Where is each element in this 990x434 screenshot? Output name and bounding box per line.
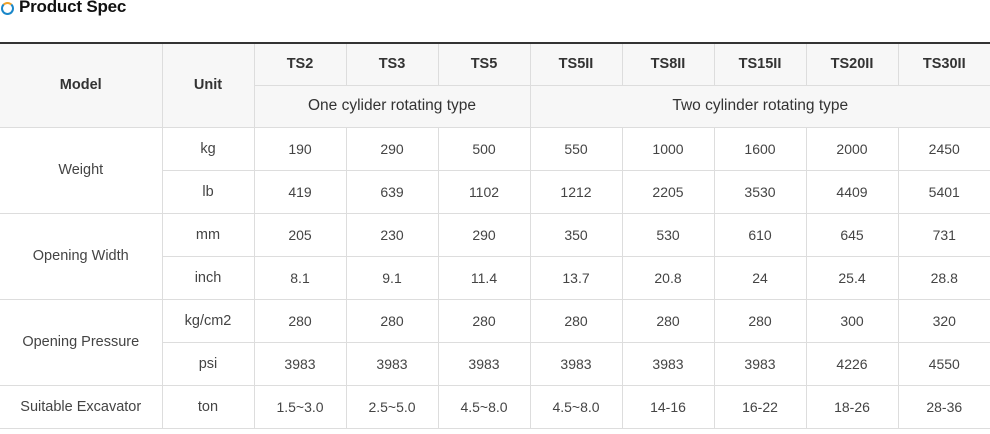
value-cell: 5401 (897, 169, 990, 214)
value-cell: 610 (713, 212, 807, 257)
value-cell: 550 (529, 126, 623, 171)
table-row: Weight kg 190 290 500 550 1000 1600 2000 2450 (0, 126, 990, 214)
value-cell: 530 (621, 212, 715, 257)
table-row: Opening Pressure kg/cm2 280 280 280 280 280 280… (0, 298, 990, 386)
value-cell: 419 (253, 169, 347, 214)
unit-cell: kg/cm2 (161, 298, 255, 343)
value-cell: 28.8 (897, 255, 990, 300)
value-cell: 13.7 (529, 255, 623, 300)
value-cell: 300 (805, 298, 899, 343)
table-row: psi 3983 3983 3983 3983 3983 3983 4226 4550 (0, 341, 990, 386)
value-cell: 4550 (897, 341, 990, 386)
model-cell-ts2: TS2 (253, 42, 347, 86)
value-cell: 280 (253, 298, 347, 343)
value-cell: 9.1 (345, 255, 439, 300)
value-cell: 290 (345, 126, 439, 171)
unit-cell: psi (162, 341, 255, 386)
table-row: inch 8.1 9.1 11.4 13.7 20.8 24 25.4 28.8 (0, 255, 990, 300)
value-cell: 3983 (437, 341, 531, 386)
value-cell: 1000 (621, 126, 715, 171)
value-cell: 639 (345, 169, 439, 214)
value-cell: 18-26 (805, 384, 899, 429)
table-row: lb 419 639 1102 1212 2205 3530 4409 5401 (0, 169, 990, 214)
section-title: Product Spec (0, 0, 126, 20)
unit-cell: lb (162, 169, 255, 214)
spec-table-body: Weight kg 190 290 500 550 1000 1600 2000 2450 lb 41… (0, 126, 990, 429)
model-cell-ts5ii: TS5II (529, 42, 623, 86)
value-cell: 28-36 (897, 384, 990, 429)
value-cell: 645 (805, 212, 899, 257)
value-cell: 320 (897, 298, 990, 343)
value-cell: 280 (621, 298, 715, 343)
model-cell-ts30ii: TS30II (897, 42, 990, 86)
header-row-models: Model Unit TS2 TS3 TS5 TS5II TS8II TS15I… (0, 42, 990, 128)
value-cell: 350 (529, 212, 623, 257)
value-cell: 4226 (805, 341, 899, 386)
value-cell: 8.1 (253, 255, 347, 300)
value-cell: 2205 (621, 169, 715, 214)
value-cell: 16-22 (713, 384, 807, 429)
value-cell: 3983 (621, 341, 715, 386)
value-cell: 3983 (345, 341, 439, 386)
model-cell-ts15ii: TS15II (713, 42, 807, 86)
row-group-label: Weight (0, 126, 163, 214)
value-cell: 205 (253, 212, 347, 257)
type-two-header: Two cylinder rotating type (529, 84, 990, 128)
value-cell: 20.8 (621, 255, 715, 300)
value-cell: 3983 (253, 341, 347, 386)
value-cell: 2.5~5.0 (345, 384, 439, 429)
value-cell: 3983 (529, 341, 623, 386)
table-row: Suitable Excavator ton 1.5~3.0 2.5~5.0 4.5~8… (0, 384, 990, 429)
model-header: Model (0, 42, 163, 128)
row-group-label: Opening Pressure (0, 298, 163, 386)
type-one-header: One cylider rotating type (254, 84, 531, 128)
value-cell: 1.5~3.0 (253, 384, 347, 429)
value-cell: 280 (345, 298, 439, 343)
spec-table: Model Unit TS2 TS3 TS5 TS5II TS8II TS15I… (0, 42, 990, 429)
unit-cell: kg (161, 126, 255, 171)
table-row: Opening Width mm 205 230 290 350 530 610 645 731 (0, 212, 990, 300)
value-cell: 280 (437, 298, 531, 343)
model-cell-ts3: TS3 (345, 42, 439, 86)
value-cell: 2450 (897, 126, 990, 171)
unit-cell: ton (161, 384, 255, 429)
value-cell: 500 (437, 126, 531, 171)
value-cell: 1600 (713, 126, 807, 171)
value-cell: 290 (437, 212, 531, 257)
unit-header: Unit (161, 42, 255, 128)
value-cell: 14-16 (621, 384, 715, 429)
value-cell: 3530 (713, 169, 807, 214)
value-cell: 11.4 (437, 255, 531, 300)
unit-cell: mm (161, 212, 255, 257)
unit-cell: inch (162, 255, 255, 300)
value-cell: 1102 (437, 169, 531, 214)
value-cell: 1212 (529, 169, 623, 214)
value-cell: 25.4 (805, 255, 899, 300)
row-group-label: Suitable Excavator (0, 384, 163, 429)
value-cell: 280 (713, 298, 807, 343)
value-cell: 731 (897, 212, 990, 257)
value-cell: 2000 (805, 126, 899, 171)
value-cell: 4.5~8.0 (437, 384, 531, 429)
value-cell: 190 (253, 126, 347, 171)
row-group-label: Opening Width (0, 212, 163, 300)
value-cell: 24 (713, 255, 807, 300)
value-cell: 3983 (713, 341, 807, 386)
value-cell: 4.5~8.0 (529, 384, 623, 429)
ring-icon (1, 1, 14, 15)
header-row-types: One cylider rotating type Two cylinder r… (0, 84, 990, 128)
model-cell-ts5: TS5 (437, 42, 531, 86)
model-cell-ts20ii: TS20II (805, 42, 899, 86)
value-cell: 230 (345, 212, 439, 257)
value-cell: 280 (529, 298, 623, 343)
value-cell: 4409 (805, 169, 899, 214)
model-cell-ts8ii: TS8II (621, 42, 715, 86)
page-title: Product Spec (19, 0, 127, 16)
